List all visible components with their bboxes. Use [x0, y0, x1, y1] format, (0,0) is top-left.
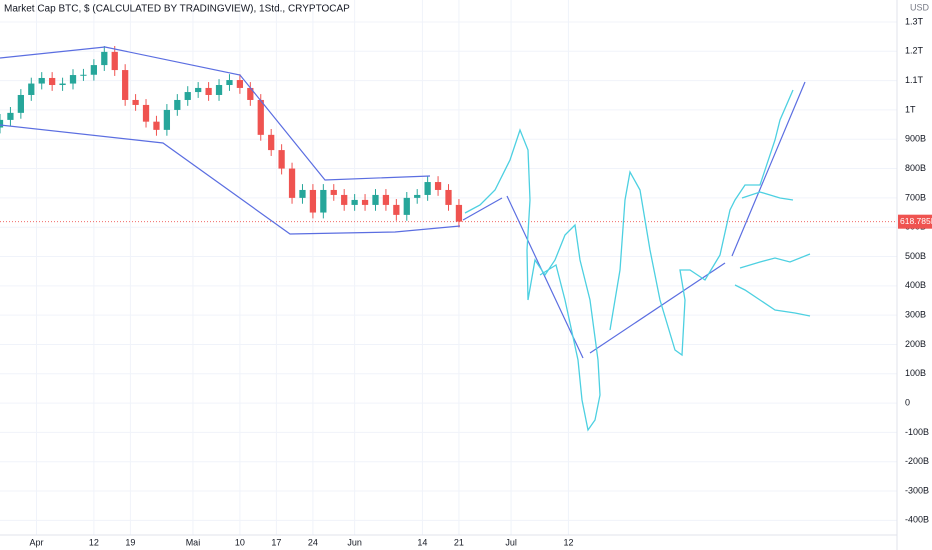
candle-body: [132, 99, 139, 105]
y-tick-label: 100B: [905, 368, 926, 378]
y-tick-label: 300B: [905, 310, 926, 320]
trend-line: [462, 197, 503, 221]
candle-body: [195, 87, 202, 93]
candle-body: [226, 80, 233, 86]
y-tick-label: -400B: [905, 515, 929, 525]
candle-body: [320, 189, 327, 213]
candle-body: [38, 77, 45, 84]
grid: [0, 0, 897, 535]
candle-body: [184, 92, 191, 100]
y-tick-label: 1T: [905, 104, 916, 114]
y-tick-label: 800B: [905, 163, 926, 173]
candle-body: [205, 87, 212, 95]
candle-body: [101, 51, 108, 66]
candle-body: [341, 194, 348, 205]
candle-body: [424, 182, 431, 195]
candle-body: [445, 189, 452, 205]
candle-body: [257, 99, 264, 135]
candle-body: [163, 109, 171, 130]
y-tick-label: 0: [905, 397, 910, 407]
x-tick-label: 24: [308, 537, 318, 547]
brush-stroke: [609, 89, 794, 357]
brush-stroke: [741, 191, 794, 201]
x-tick-label: Jul: [505, 537, 517, 547]
candle-body: [372, 194, 379, 205]
candle-body: [111, 51, 118, 71]
candle-body: [278, 150, 285, 169]
y-tick-label: 400B: [905, 280, 926, 290]
y-tick-label: -100B: [905, 427, 929, 437]
trend-line: [589, 262, 726, 354]
candle-body: [247, 87, 254, 100]
candle-body: [17, 94, 24, 113]
trend-line: [731, 81, 806, 257]
chart-title: Market Cap BTC, $ (CALCULATED BY TRADING…: [4, 4, 350, 15]
trend-line: [0, 46, 431, 181]
candle-body: [330, 189, 337, 195]
y-tick-label: 1.2T: [905, 46, 924, 56]
candle-body: [351, 199, 358, 205]
candle-body: [455, 204, 463, 222]
candle-body: [434, 182, 442, 190]
candle-body: [28, 83, 35, 95]
candle-body: [90, 65, 98, 75]
candle-body: [69, 75, 77, 84]
candle-body: [174, 99, 181, 110]
y-tick-label: 1.1T: [905, 75, 924, 85]
x-tick-label: 17: [271, 537, 281, 547]
candle-body: [49, 77, 56, 86]
candle-body: [236, 80, 244, 88]
last-price-label: 618.785B: [900, 216, 932, 226]
x-tick-label: Jun: [347, 537, 362, 547]
candles: [0, 46, 897, 228]
y-tick-label: -300B: [905, 485, 929, 495]
candle-body: [215, 85, 223, 95]
currency-label: USD: [910, 2, 930, 12]
brush-stroke: [734, 284, 811, 317]
y-tick-label: -200B: [905, 456, 929, 466]
x-tick-label: Apr: [29, 537, 43, 547]
x-tick-label: 19: [125, 537, 135, 547]
candle-body: [80, 74, 87, 76]
brush-stroke: [464, 128, 601, 432]
y-tick-label: 900B: [905, 134, 926, 144]
x-tick-label: 12: [89, 537, 99, 547]
y-tick-label: 500B: [905, 251, 926, 261]
candle-body: [59, 83, 66, 86]
candle-body: [153, 121, 160, 130]
x-tick-label: 21: [454, 537, 464, 547]
candle-body: [309, 189, 317, 213]
candle-body: [403, 197, 410, 215]
last-price-box: [898, 214, 932, 229]
candle-body: [0, 119, 4, 128]
x-tick-label: 10: [235, 537, 245, 547]
candle-body: [7, 112, 14, 120]
x-tick-label: 14: [417, 537, 427, 547]
candle-body: [142, 104, 150, 122]
x-tick-label: 12: [563, 537, 573, 547]
candle-body: [382, 194, 390, 205]
y-tick-label: 200B: [905, 339, 926, 349]
candle-body: [393, 204, 400, 215]
candle-body: [299, 189, 306, 198]
drawings: [0, 46, 811, 432]
trend-line: [506, 195, 584, 359]
brush-stroke: [739, 253, 811, 269]
y-tick-label: 700B: [905, 192, 926, 202]
axes: 1.3T1.2T1.1T1T900B800B700B600B500B400B30…: [29, 16, 932, 547]
candle-body: [288, 168, 296, 198]
candle-body: [414, 194, 421, 198]
candle-body: [122, 70, 129, 100]
candle-body: [361, 199, 369, 205]
x-tick-label: Mai: [186, 537, 201, 547]
trend-line: [0, 124, 461, 235]
candle-body: [268, 134, 275, 151]
y-tick-label: 1.3T: [905, 16, 924, 26]
